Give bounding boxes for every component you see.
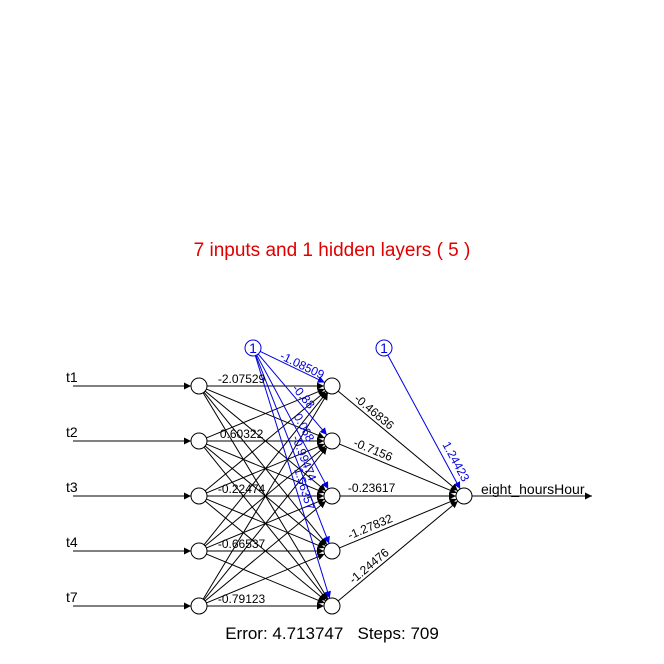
weight-label: -2.07529 bbox=[218, 372, 266, 386]
hidden-output-edge bbox=[339, 443, 457, 494]
bias-hidden-edge bbox=[255, 355, 330, 544]
weight-label: -0.7156 bbox=[352, 436, 395, 465]
weight-label: -0.66537 bbox=[218, 537, 266, 551]
steps-label: Steps: bbox=[357, 624, 406, 643]
hidden-node bbox=[323, 487, 341, 505]
weight-label: -1.27832 bbox=[346, 511, 395, 542]
plot-footer: Error: 4.713747 Steps: 709 bbox=[0, 624, 664, 644]
bias-hidden-edge bbox=[254, 355, 331, 599]
bias-hidden-edge bbox=[259, 351, 326, 383]
error-label: Error: bbox=[225, 624, 268, 643]
input-label-t4: t4 bbox=[66, 534, 78, 550]
hidden-output-edge bbox=[337, 500, 459, 602]
input-label-t1: t1 bbox=[66, 369, 78, 385]
bias-hidden-edge bbox=[257, 353, 328, 436]
input-hidden-edge bbox=[204, 500, 327, 602]
bias-node bbox=[375, 339, 393, 357]
bias-output-edge bbox=[387, 354, 461, 490]
error-value: 4.713747 bbox=[272, 624, 344, 643]
bias-weight-label: -1.08509 bbox=[278, 349, 327, 382]
bias-node-label: 1 bbox=[380, 340, 388, 356]
input-label-t7: t7 bbox=[66, 589, 78, 605]
hidden-output-edge bbox=[339, 498, 457, 549]
bias-node-label: 1 bbox=[249, 340, 257, 356]
input-node bbox=[190, 377, 208, 395]
weight-label: -0.46836 bbox=[351, 391, 397, 432]
weight-label: -0.23617 bbox=[348, 481, 396, 495]
hidden-output-edge bbox=[337, 390, 459, 492]
plot-title: 7 inputs and 1 hidden layers ( 5 ) bbox=[193, 240, 471, 261]
hidden-node bbox=[323, 542, 341, 560]
weight-label: -0.22474 bbox=[218, 482, 266, 496]
input-hidden-edge bbox=[206, 388, 325, 439]
bias-node bbox=[244, 339, 262, 357]
input-hidden-edge bbox=[203, 446, 328, 601]
output-label: eight_hoursHour bbox=[481, 481, 585, 497]
input-hidden-edge bbox=[206, 553, 325, 604]
input-label-t2: t2 bbox=[66, 424, 78, 440]
input-node bbox=[190, 542, 208, 560]
input-node bbox=[190, 487, 208, 505]
hidden-node bbox=[323, 377, 341, 395]
weight-label: -0.79123 bbox=[218, 592, 266, 606]
weight-label: 0.60322 bbox=[220, 427, 264, 441]
input-label-t3: t3 bbox=[66, 479, 78, 495]
output-node bbox=[455, 487, 473, 505]
input-hidden-edge bbox=[203, 391, 328, 546]
input-node bbox=[190, 597, 208, 615]
weight-label: -1.24476 bbox=[346, 545, 392, 586]
hidden-node bbox=[323, 432, 341, 450]
input-node bbox=[190, 432, 208, 450]
input-hidden-edge bbox=[204, 390, 327, 492]
bias-weight-label: 1.24423 bbox=[439, 439, 472, 484]
input-hidden-edge bbox=[202, 392, 329, 600]
bias-hidden-edge bbox=[256, 354, 329, 490]
hidden-node bbox=[323, 597, 341, 615]
steps-value: 709 bbox=[410, 624, 439, 643]
